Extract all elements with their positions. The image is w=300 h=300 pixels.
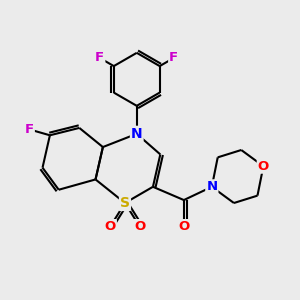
Text: O: O — [134, 220, 145, 233]
Text: S: S — [120, 196, 130, 210]
Text: N: N — [206, 180, 218, 193]
Text: O: O — [178, 220, 190, 233]
Text: F: F — [95, 52, 104, 64]
Text: O: O — [258, 160, 269, 173]
Text: F: F — [169, 52, 178, 64]
Text: O: O — [105, 220, 116, 233]
Text: N: N — [131, 127, 142, 141]
Text: F: F — [25, 123, 34, 136]
